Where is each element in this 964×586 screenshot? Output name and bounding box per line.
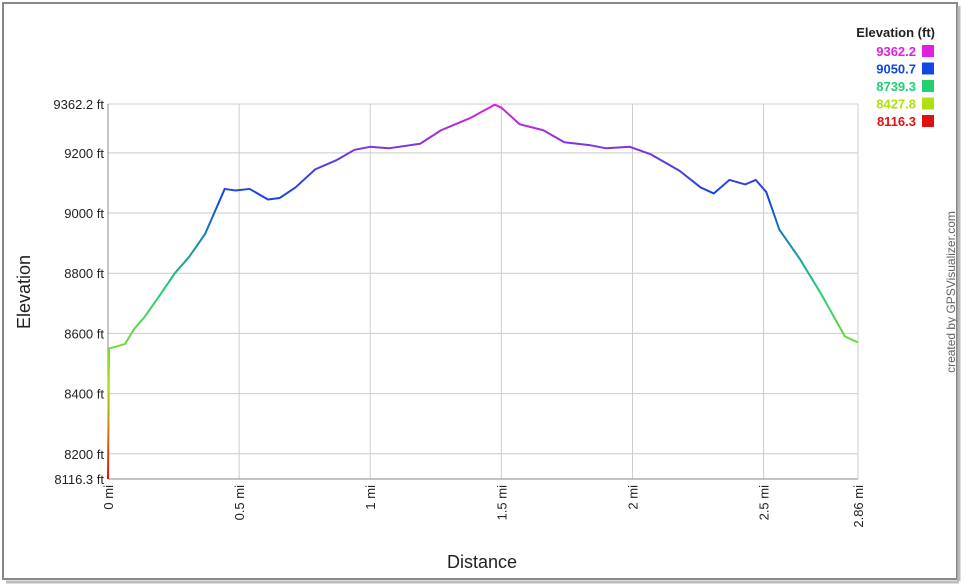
x-axis-title: Distance	[447, 552, 517, 572]
y-tick-label: 8800 ft	[64, 266, 104, 281]
legend-label: 8427.8	[876, 97, 916, 112]
legend-swatch	[922, 62, 934, 75]
y-tick-label: 9000 ft	[64, 206, 104, 221]
legend-swatch	[922, 97, 934, 110]
frame	[2, 2, 958, 580]
legend-swatch	[922, 45, 934, 57]
x-tick-label: 1 mi	[363, 485, 378, 510]
elevation-line	[107, 103, 859, 480]
y-tick-label: 8400 ft	[64, 387, 104, 402]
x-tick-label: 0 mi	[101, 485, 116, 510]
credit: created by GPSVisualizer.com	[944, 211, 958, 373]
y-axis-title: Elevation	[14, 255, 34, 329]
legend-title: Elevation (ft)	[856, 25, 935, 40]
legend-label: 9050.7	[876, 62, 916, 77]
y-tick-label: 8116.3 ft	[54, 472, 104, 487]
x-tick-label: 2 mi	[625, 485, 640, 510]
x-tick-label: 0.5 mi	[232, 485, 247, 521]
y-tick-label: 8200 ft	[64, 447, 104, 462]
legend-label: 8739.3	[876, 79, 916, 94]
y-tick-label: 9362.2 ft	[53, 97, 104, 112]
legend-swatch	[922, 115, 934, 127]
legend-swatch	[922, 80, 934, 92]
x-tick-label: 1.5 mi	[494, 485, 509, 521]
y-tick-label: 9200 ft	[64, 146, 104, 161]
y-tick-label: 8600 ft	[64, 326, 104, 341]
x-tick-label: 2.5 mi	[757, 485, 772, 521]
legend-label: 9362.2	[876, 44, 916, 59]
x-tick-label: 2.86 mi	[851, 485, 866, 528]
legend-label: 8116.3	[877, 114, 916, 129]
